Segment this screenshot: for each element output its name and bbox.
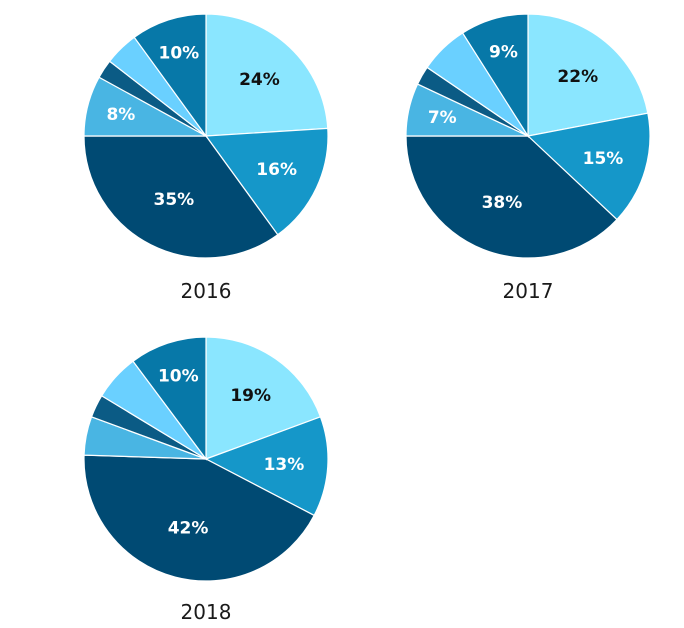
pie-slice-2018-1: [204, 416, 329, 517]
pie-label-2018-6: 10%: [158, 367, 199, 387]
pie-label-2016-1: 16%: [256, 160, 297, 180]
pie-slice-2016-1: [204, 127, 329, 236]
pie-slice-2018-6: [132, 336, 207, 461]
pie-slice-2016-2: [83, 135, 279, 259]
pie-slice-2017-6: [461, 13, 529, 139]
pie-label-2016-3: 8%: [106, 105, 135, 125]
year-label-2018: 2018: [181, 600, 232, 624]
pie-chart-2016: 24% 16% 35% 8% 10%: [83, 13, 329, 259]
pie-slice-2017-0: [527, 13, 649, 137]
pie-label-2017-3: 7%: [428, 108, 457, 128]
pie-label-2017-0: 22%: [557, 67, 598, 87]
pie-label-2016-2: 35%: [154, 190, 195, 210]
pie-slice-2017-1: [526, 112, 651, 221]
pie-slice-2016-0: [205, 13, 329, 137]
pie-label-2017-2: 38%: [482, 193, 523, 213]
pie-label-2017-6: 9%: [489, 43, 518, 63]
pie-chart-2018: 19% 13% 42% 10%: [83, 336, 329, 582]
pie-label-2017-1: 15%: [583, 149, 624, 169]
pie-label-2018-0: 19%: [230, 386, 271, 406]
pie-label-2016-6: 10%: [159, 43, 200, 63]
pie-slice-2016-6: [133, 13, 207, 138]
pie-label-2018-2: 42%: [168, 518, 209, 538]
pie-slice-2018-0: [205, 336, 322, 460]
pie-label-2016-0: 24%: [239, 70, 280, 90]
pie-label-2018-1: 13%: [264, 455, 305, 475]
year-label-2016: 2016: [181, 279, 232, 303]
year-label-2017: 2017: [503, 279, 554, 303]
pie-slice-2017-2: [405, 135, 618, 259]
pie-chart-2017: 22% 15% 38% 7% 9%: [405, 13, 651, 259]
pie-slice-2018-2: [83, 454, 315, 582]
